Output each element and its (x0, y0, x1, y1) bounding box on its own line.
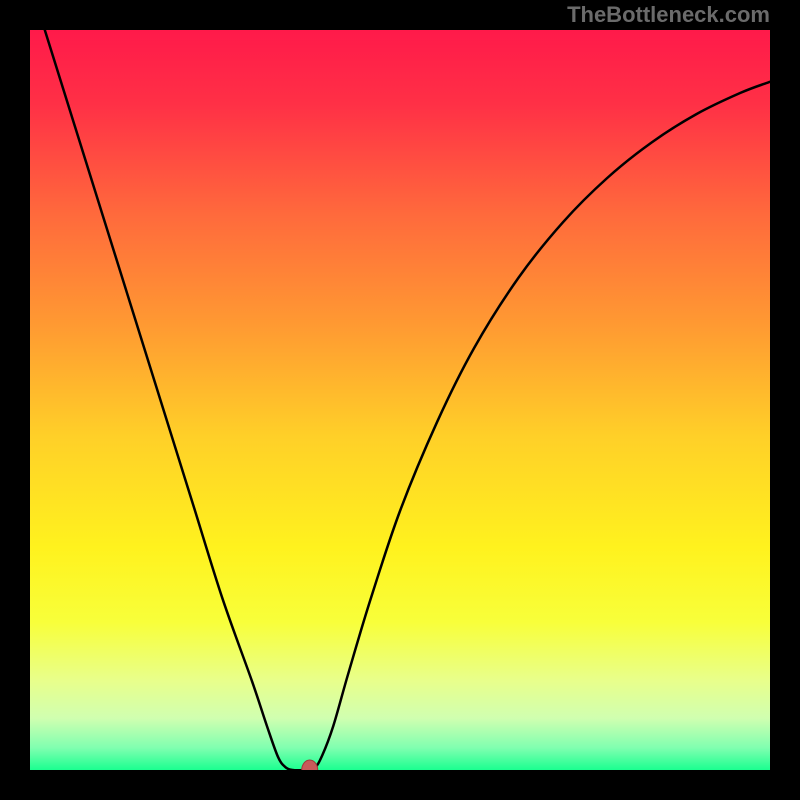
plot-area (30, 30, 770, 770)
chart-frame: TheBottleneck.com (0, 0, 800, 800)
chart-svg (30, 30, 770, 770)
plot-background (30, 30, 770, 770)
watermark-text: TheBottleneck.com (567, 2, 770, 28)
